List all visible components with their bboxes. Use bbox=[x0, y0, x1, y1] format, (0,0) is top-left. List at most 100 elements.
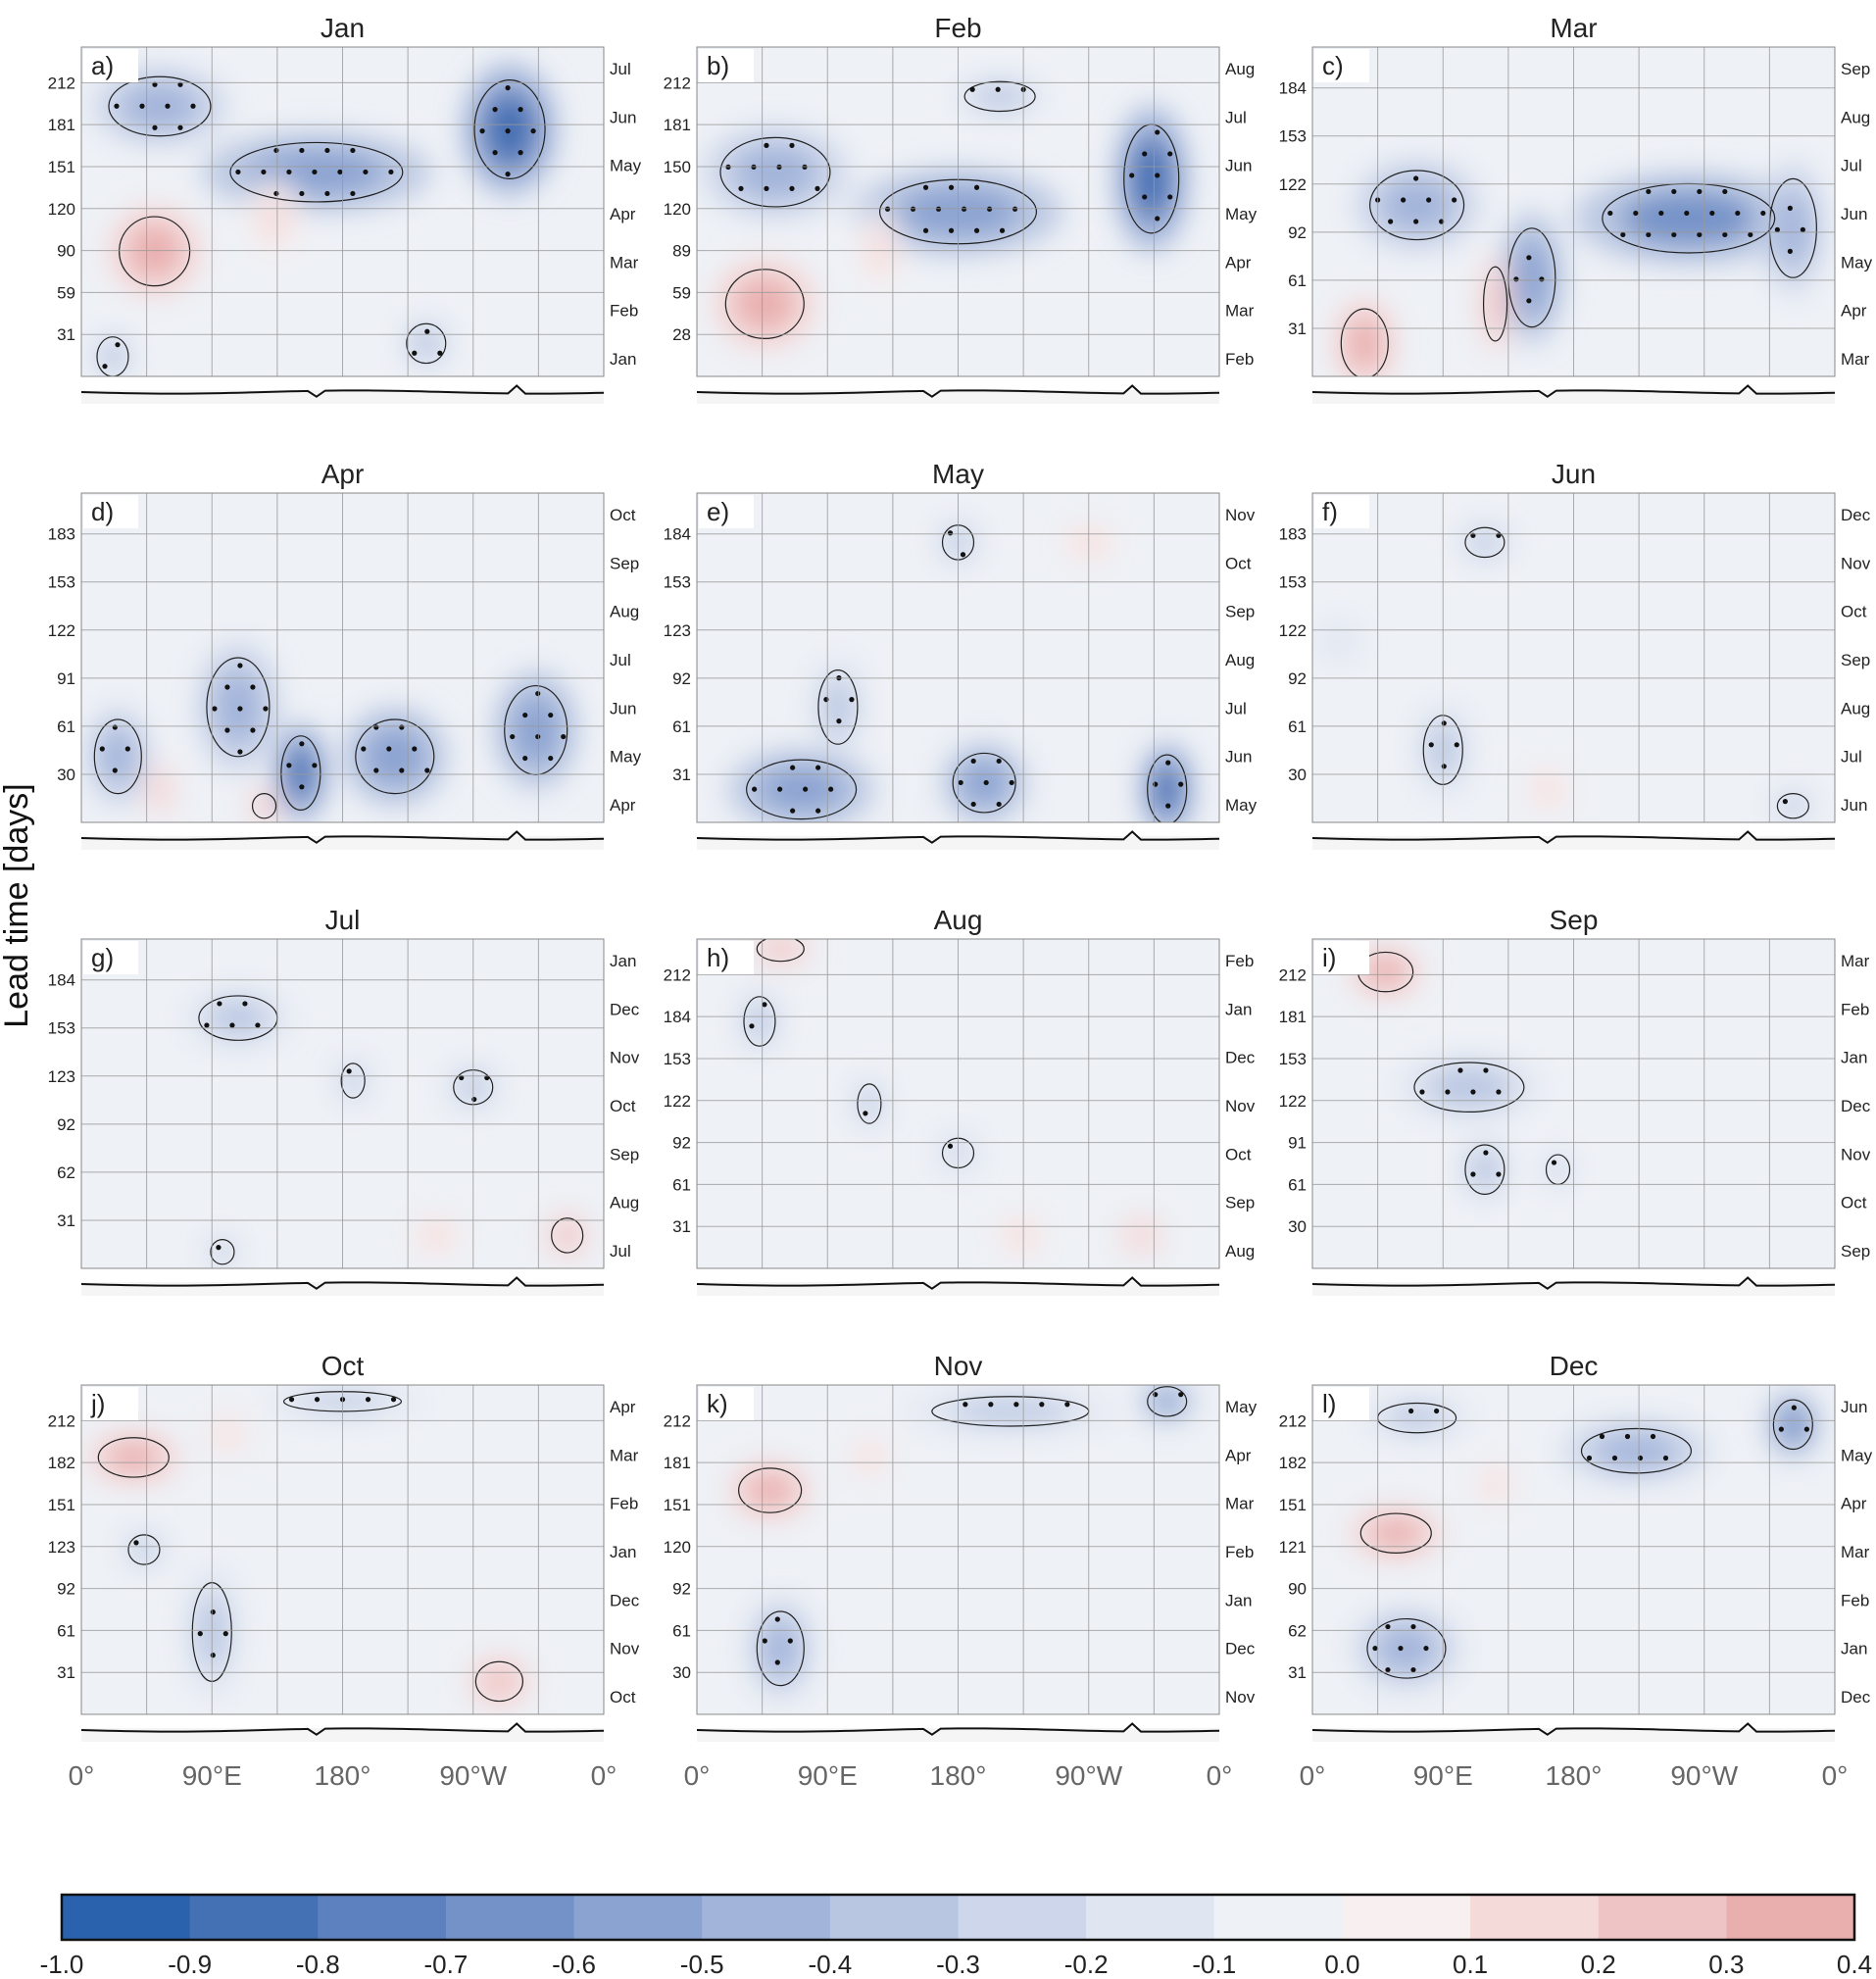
anomaly-region-core bbox=[1325, 629, 1352, 654]
lead-tick-label: 212 bbox=[1279, 1411, 1307, 1430]
month-tick-label: Apr bbox=[1841, 1495, 1867, 1513]
month-tick-label: Oct bbox=[1225, 554, 1252, 572]
anomaly-region-core bbox=[757, 766, 846, 814]
month-tick-label: Sep bbox=[1225, 603, 1255, 621]
significance-dot bbox=[1646, 231, 1652, 238]
significance-dot bbox=[263, 706, 269, 712]
significance-dot bbox=[399, 724, 405, 730]
lead-time-ticks: 212 182 151 121 90 62 31 bbox=[1279, 1411, 1307, 1682]
lead-tick-label: 61 bbox=[1288, 272, 1307, 290]
panel-title: Dec bbox=[1550, 1351, 1599, 1381]
significance-dot bbox=[1483, 1150, 1489, 1156]
significance-dot bbox=[299, 147, 305, 154]
lead-tick-label: 181 bbox=[664, 1454, 691, 1472]
significance-dot bbox=[1155, 216, 1160, 222]
lead-tick-label: 31 bbox=[672, 1217, 691, 1236]
x-tick-label: 90°W bbox=[1055, 1760, 1122, 1791]
significance-dot bbox=[177, 81, 183, 87]
month-tick-label: Apr bbox=[610, 1398, 636, 1416]
panel-letter-box bbox=[699, 1387, 754, 1420]
month-tick-label: Jun bbox=[610, 108, 636, 126]
significance-dot bbox=[789, 142, 795, 148]
anomaly-region-core bbox=[1363, 956, 1408, 988]
significance-dot bbox=[970, 758, 976, 765]
significance-contour bbox=[251, 793, 277, 819]
month-tick-label: Jun bbox=[1841, 205, 1867, 223]
significance-dot bbox=[777, 786, 783, 792]
x-axis-ticks: 0° 90°E 180° 90°W 0° bbox=[684, 1760, 1233, 1791]
anomaly-region-core bbox=[1468, 1150, 1501, 1190]
significance-dot bbox=[1650, 1433, 1656, 1440]
significance-contour bbox=[746, 759, 858, 820]
month-tick-label: Mar bbox=[610, 253, 639, 272]
lead-time-ticks: 212 181 150 120 89 59 28 bbox=[664, 74, 691, 344]
significance-contour bbox=[206, 657, 271, 758]
month-tick-label: Nov bbox=[610, 1640, 640, 1658]
significance-dot bbox=[112, 724, 118, 730]
plot-frame bbox=[1311, 1384, 1836, 1715]
panel-letter: g) bbox=[91, 943, 114, 972]
significance-dot bbox=[197, 1631, 203, 1637]
lead-tick-label: 92 bbox=[57, 1580, 75, 1599]
significance-dot bbox=[1165, 803, 1171, 809]
significance-dot bbox=[999, 227, 1006, 233]
panel-letter-box bbox=[1314, 495, 1369, 528]
month-tick-label: Aug bbox=[1841, 699, 1870, 717]
lead-tick-label: 61 bbox=[1288, 1175, 1307, 1194]
panel-title: May bbox=[932, 459, 984, 489]
x-tick-label: 90°E bbox=[798, 1760, 858, 1791]
significance-dot bbox=[958, 779, 963, 786]
significance-dot bbox=[1496, 1089, 1502, 1095]
significance-contour bbox=[756, 939, 805, 963]
colorbar-swatch bbox=[1470, 1895, 1600, 1940]
month-tick-label: May bbox=[1225, 796, 1258, 815]
panel-letter-box bbox=[699, 941, 754, 974]
significance-contour bbox=[952, 752, 1016, 814]
lead-tick-label: 122 bbox=[48, 621, 75, 640]
anomaly-region-core bbox=[206, 1000, 270, 1036]
lead-tick-label: 121 bbox=[1279, 1538, 1307, 1557]
anomaly-region-core bbox=[762, 1618, 800, 1679]
month-ticks: May Apr Mar Feb Jan Dec Nov bbox=[1225, 1398, 1258, 1707]
significance-dot bbox=[522, 755, 528, 762]
anomaly-region-core bbox=[1379, 177, 1455, 233]
anomaly-region-core bbox=[259, 194, 291, 242]
lead-time-ticks: 183 153 122 92 61 30 bbox=[1279, 525, 1307, 784]
lead-tick-label: 31 bbox=[672, 766, 691, 784]
significance-dot bbox=[960, 552, 966, 558]
significance-dot bbox=[242, 1001, 248, 1007]
month-ticks: Nov Oct Sep Aug Jul Jun May bbox=[1225, 506, 1258, 815]
anomaly-region-core bbox=[1128, 1223, 1154, 1248]
lead-tick-label: 181 bbox=[48, 116, 75, 134]
anomaly-region-core bbox=[866, 227, 893, 275]
panel-letter: l) bbox=[1322, 1389, 1336, 1418]
month-tick-label: Mar bbox=[1841, 1543, 1870, 1561]
topography-background bbox=[81, 1282, 604, 1296]
significance-contour bbox=[1369, 170, 1465, 241]
significance-dot bbox=[522, 712, 528, 718]
lead-tick-label: 59 bbox=[57, 283, 75, 302]
lead-tick-label: 30 bbox=[57, 766, 75, 784]
colorbar-swatch bbox=[445, 1895, 575, 1940]
anomaly-region-core bbox=[762, 939, 800, 960]
significance-dot bbox=[1684, 210, 1690, 217]
significance-dot bbox=[1401, 197, 1407, 203]
topography-profile bbox=[1311, 830, 1836, 844]
significance-dot bbox=[815, 765, 821, 770]
month-tick-label: Aug bbox=[1841, 108, 1870, 126]
significance-dot bbox=[373, 767, 379, 773]
colorbar-tick-label: -0.6 bbox=[552, 1950, 596, 1979]
significance-dot bbox=[1013, 1402, 1019, 1408]
panel-letter: f) bbox=[1322, 497, 1338, 526]
significance-dot bbox=[286, 169, 292, 175]
colorbar-frame bbox=[60, 1893, 1856, 1942]
lead-tick-label: 90 bbox=[1288, 1580, 1307, 1599]
significance-contour bbox=[355, 718, 435, 795]
lead-tick-label: 181 bbox=[664, 116, 691, 134]
month-tick-label: Apr bbox=[1225, 1446, 1252, 1464]
grid-lines bbox=[81, 939, 604, 1268]
significance-dot bbox=[216, 1245, 222, 1251]
significance-dot bbox=[815, 808, 821, 814]
x-tick-label: 180° bbox=[1546, 1760, 1603, 1791]
panel-letter: b) bbox=[707, 51, 729, 80]
